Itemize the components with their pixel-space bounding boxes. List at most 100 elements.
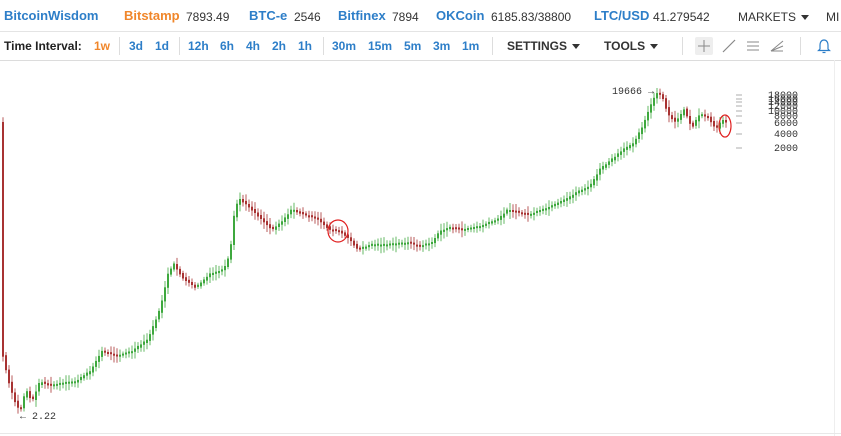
candle-body [356, 243, 358, 249]
candle-body [707, 116, 709, 119]
candle [143, 334, 145, 352]
candle-body [254, 209, 256, 213]
candle [593, 176, 595, 189]
horizontal-lines-icon[interactable] [744, 37, 762, 55]
candle [110, 346, 112, 361]
candle [188, 276, 190, 287]
more-menu[interactable]: MI [826, 10, 840, 24]
candle [92, 362, 94, 377]
alert-bell-icon[interactable] [815, 37, 833, 55]
candle-body [290, 209, 292, 215]
interval-15m[interactable]: 15m [368, 39, 393, 53]
ticker-okcoin[interactable]: OKCoin [436, 8, 485, 23]
interval-2h[interactable]: 2h [272, 39, 287, 53]
candle-body [29, 391, 31, 399]
candle-body [329, 226, 331, 230]
candle [464, 223, 466, 236]
candle-body [623, 148, 625, 152]
candle-body [194, 284, 196, 288]
candle [506, 207, 508, 216]
candle-body [596, 174, 598, 181]
interval-1w[interactable]: 1w [94, 39, 111, 53]
candle [236, 199, 238, 222]
candle [389, 240, 391, 249]
brand-logo[interactable]: BitcoinWisdom [4, 8, 99, 23]
candle-body [533, 212, 535, 215]
candle-body [161, 300, 163, 313]
candle-body [62, 382, 64, 385]
candle-body [335, 229, 337, 232]
settings-menu[interactable]: SETTINGS [507, 39, 581, 53]
interval-3d[interactable]: 3d [129, 39, 144, 53]
ticker-btce-price: 2546 [294, 10, 321, 24]
candle [296, 207, 298, 215]
candle-body [242, 199, 244, 203]
candle [599, 163, 601, 181]
candle [614, 153, 616, 164]
candle [170, 266, 172, 277]
candle-body [287, 214, 289, 219]
interval-1d[interactable]: 1d [155, 39, 170, 53]
candle [254, 202, 256, 220]
candle [356, 240, 358, 252]
candle [308, 210, 310, 222]
markets-menu[interactable]: MARKETS [738, 9, 810, 25]
candle [215, 265, 217, 281]
crosshair-icon[interactable] [695, 37, 713, 55]
interval-30m[interactable]: 30m [332, 39, 357, 53]
candle [368, 241, 370, 251]
candle [377, 238, 379, 251]
price-axis-label: 8000 [774, 112, 798, 123]
divider [323, 37, 324, 55]
candle [146, 333, 148, 350]
candle [80, 373, 82, 384]
candle [419, 241, 421, 251]
ticker-bitstamp[interactable]: Bitstamp [124, 8, 180, 23]
candle [212, 267, 214, 281]
candle-body [152, 326, 154, 335]
interval-3m[interactable]: 3m [433, 39, 451, 53]
candle [443, 223, 445, 239]
candle-body [11, 381, 13, 393]
candle [68, 375, 70, 391]
candle-body [464, 228, 466, 231]
candle [353, 238, 355, 248]
candle [677, 112, 679, 128]
interval-12h[interactable]: 12h [188, 39, 209, 53]
candle-body [104, 350, 106, 353]
candle [569, 191, 571, 204]
candle [38, 378, 40, 396]
candle-body [446, 228, 448, 231]
candle [59, 377, 61, 391]
candle [290, 205, 292, 219]
candle [338, 226, 340, 236]
candle [488, 217, 490, 229]
tools-menu[interactable]: TOOLS [604, 39, 659, 53]
candle [305, 211, 307, 218]
candle-body [515, 210, 517, 213]
candle-body [74, 381, 76, 384]
line-draw-icon[interactable] [720, 37, 738, 55]
ticker-btce[interactable]: BTC-e [249, 8, 288, 23]
candle-body [434, 238, 436, 244]
candle-body [689, 116, 691, 124]
interval-5m[interactable]: 5m [404, 39, 422, 53]
candle [320, 212, 322, 229]
candle-body [614, 156, 616, 161]
ticker-bitfinex[interactable]: Bitfinex [338, 8, 386, 23]
candle [284, 213, 286, 227]
interval-1h[interactable]: 1h [298, 39, 313, 53]
candle-body [188, 279, 190, 283]
candle-body [557, 202, 559, 205]
candle-body [359, 247, 361, 250]
candle-body [353, 240, 355, 246]
interval-1m[interactable]: 1m [462, 39, 480, 53]
candle-body [311, 215, 313, 218]
candle [467, 225, 469, 233]
interval-4h[interactable]: 4h [246, 39, 261, 53]
fan-icon[interactable] [768, 37, 786, 55]
interval-6h[interactable]: 6h [220, 39, 235, 53]
ticker-ltcusd[interactable]: LTC/USD [594, 8, 650, 23]
candle [407, 236, 409, 250]
